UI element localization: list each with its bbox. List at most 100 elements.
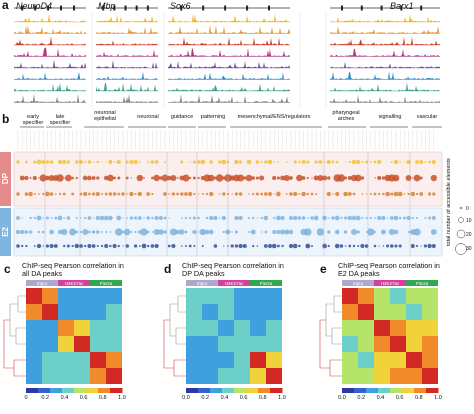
- dot: [69, 228, 77, 236]
- dot: [415, 244, 419, 248]
- heatmap-cell: [90, 368, 106, 384]
- dot: [92, 217, 95, 219]
- dot: [377, 175, 382, 181]
- dot: [96, 176, 100, 180]
- heatmap-cell: [26, 288, 42, 304]
- dot: [326, 191, 331, 197]
- dot: [292, 243, 298, 249]
- dot: [260, 192, 263, 196]
- colorbar-segment: [414, 388, 427, 393]
- dot: [413, 174, 421, 182]
- heatmap-cell: [42, 352, 58, 368]
- dot: [75, 160, 79, 164]
- dot: [298, 244, 301, 248]
- heatmap-cell: [26, 352, 42, 368]
- dot: [209, 191, 214, 197]
- dot: [168, 217, 170, 219]
- heatmap-cell: [422, 320, 438, 336]
- dot: [390, 192, 394, 196]
- panel-c-letter: c: [4, 262, 11, 276]
- dot: [373, 192, 377, 196]
- legend-value-0: 0: [466, 206, 469, 212]
- dot: [205, 216, 209, 220]
- dot: [129, 160, 134, 164]
- dot: [180, 192, 184, 196]
- dot: [112, 192, 117, 196]
- dot: [122, 245, 124, 247]
- panel-e-letter: e: [320, 262, 327, 276]
- dot: [217, 160, 222, 164]
- dot: [146, 192, 151, 196]
- dot: [334, 229, 340, 235]
- dot: [99, 215, 105, 221]
- dot: [374, 217, 376, 219]
- dot: [301, 160, 306, 164]
- panel-d-letter: d: [164, 262, 172, 276]
- dot: [337, 174, 346, 182]
- dot: [365, 216, 368, 220]
- dot: [166, 175, 172, 181]
- track-signal: [14, 59, 86, 68]
- column-group-label: H3K27ac: [225, 281, 244, 286]
- dot: [306, 176, 309, 180]
- dot: [125, 176, 129, 180]
- heatmap-cell: [266, 304, 282, 320]
- dot: [79, 230, 83, 234]
- dot: [351, 159, 357, 165]
- group-e2-label: E2: [0, 208, 11, 256]
- colorbar-segment: [198, 388, 211, 393]
- dendrogram-branch: [169, 303, 178, 337]
- dot: [301, 176, 306, 180]
- dot: [21, 244, 24, 248]
- category-signalling: signalling: [378, 114, 402, 120]
- dot: [117, 192, 121, 196]
- colorbar-tick: 0.4: [377, 395, 385, 401]
- heatmap-cell: [58, 320, 74, 336]
- colorbar-tick: 0.4: [221, 395, 229, 401]
- track-signal: [168, 83, 290, 91]
- dot: [365, 193, 368, 195]
- dot: [16, 216, 20, 220]
- dot: [331, 160, 335, 164]
- dot: [123, 228, 131, 236]
- dot: [49, 160, 54, 164]
- colorbar-segment: [74, 388, 87, 393]
- dot: [185, 245, 187, 247]
- dot: [313, 175, 319, 181]
- dot: [45, 175, 50, 181]
- colorbar-segment: [270, 388, 283, 393]
- dot: [306, 217, 309, 219]
- dot: [101, 161, 103, 163]
- dot: [311, 177, 313, 179]
- dot: [286, 161, 288, 163]
- dot: [378, 245, 380, 247]
- heatmap-cell: [374, 368, 390, 384]
- dot: [41, 230, 45, 234]
- colorbar-segment: [342, 388, 355, 393]
- dot: [420, 245, 422, 247]
- colorbar-segment: [98, 388, 111, 393]
- heatmap-cell: [106, 368, 122, 384]
- heatmap-cell: [266, 352, 282, 368]
- heatmap-cell: [406, 304, 422, 320]
- dot: [78, 159, 84, 165]
- heatmap-cell: [422, 304, 438, 320]
- colorbar-segment: [86, 388, 99, 393]
- heatmap-cell: [106, 352, 122, 368]
- colorbar-tick: 0.8: [99, 395, 107, 401]
- track-signal: [96, 71, 158, 80]
- dot: [116, 215, 122, 221]
- dot: [88, 192, 91, 196]
- exon-mark: [420, 5, 423, 11]
- column-group-label: input: [353, 281, 364, 286]
- dot: [109, 244, 112, 248]
- dot: [143, 177, 145, 179]
- dot: [74, 243, 79, 249]
- dot: [238, 160, 243, 164]
- dot: [276, 230, 281, 234]
- dot: [16, 244, 20, 248]
- heatmap-cell: [374, 336, 390, 352]
- category-neuronal-epithelial: neuronal epithelial: [94, 110, 116, 122]
- dot: [84, 160, 87, 164]
- column-group-label: H3K27ac: [65, 281, 84, 286]
